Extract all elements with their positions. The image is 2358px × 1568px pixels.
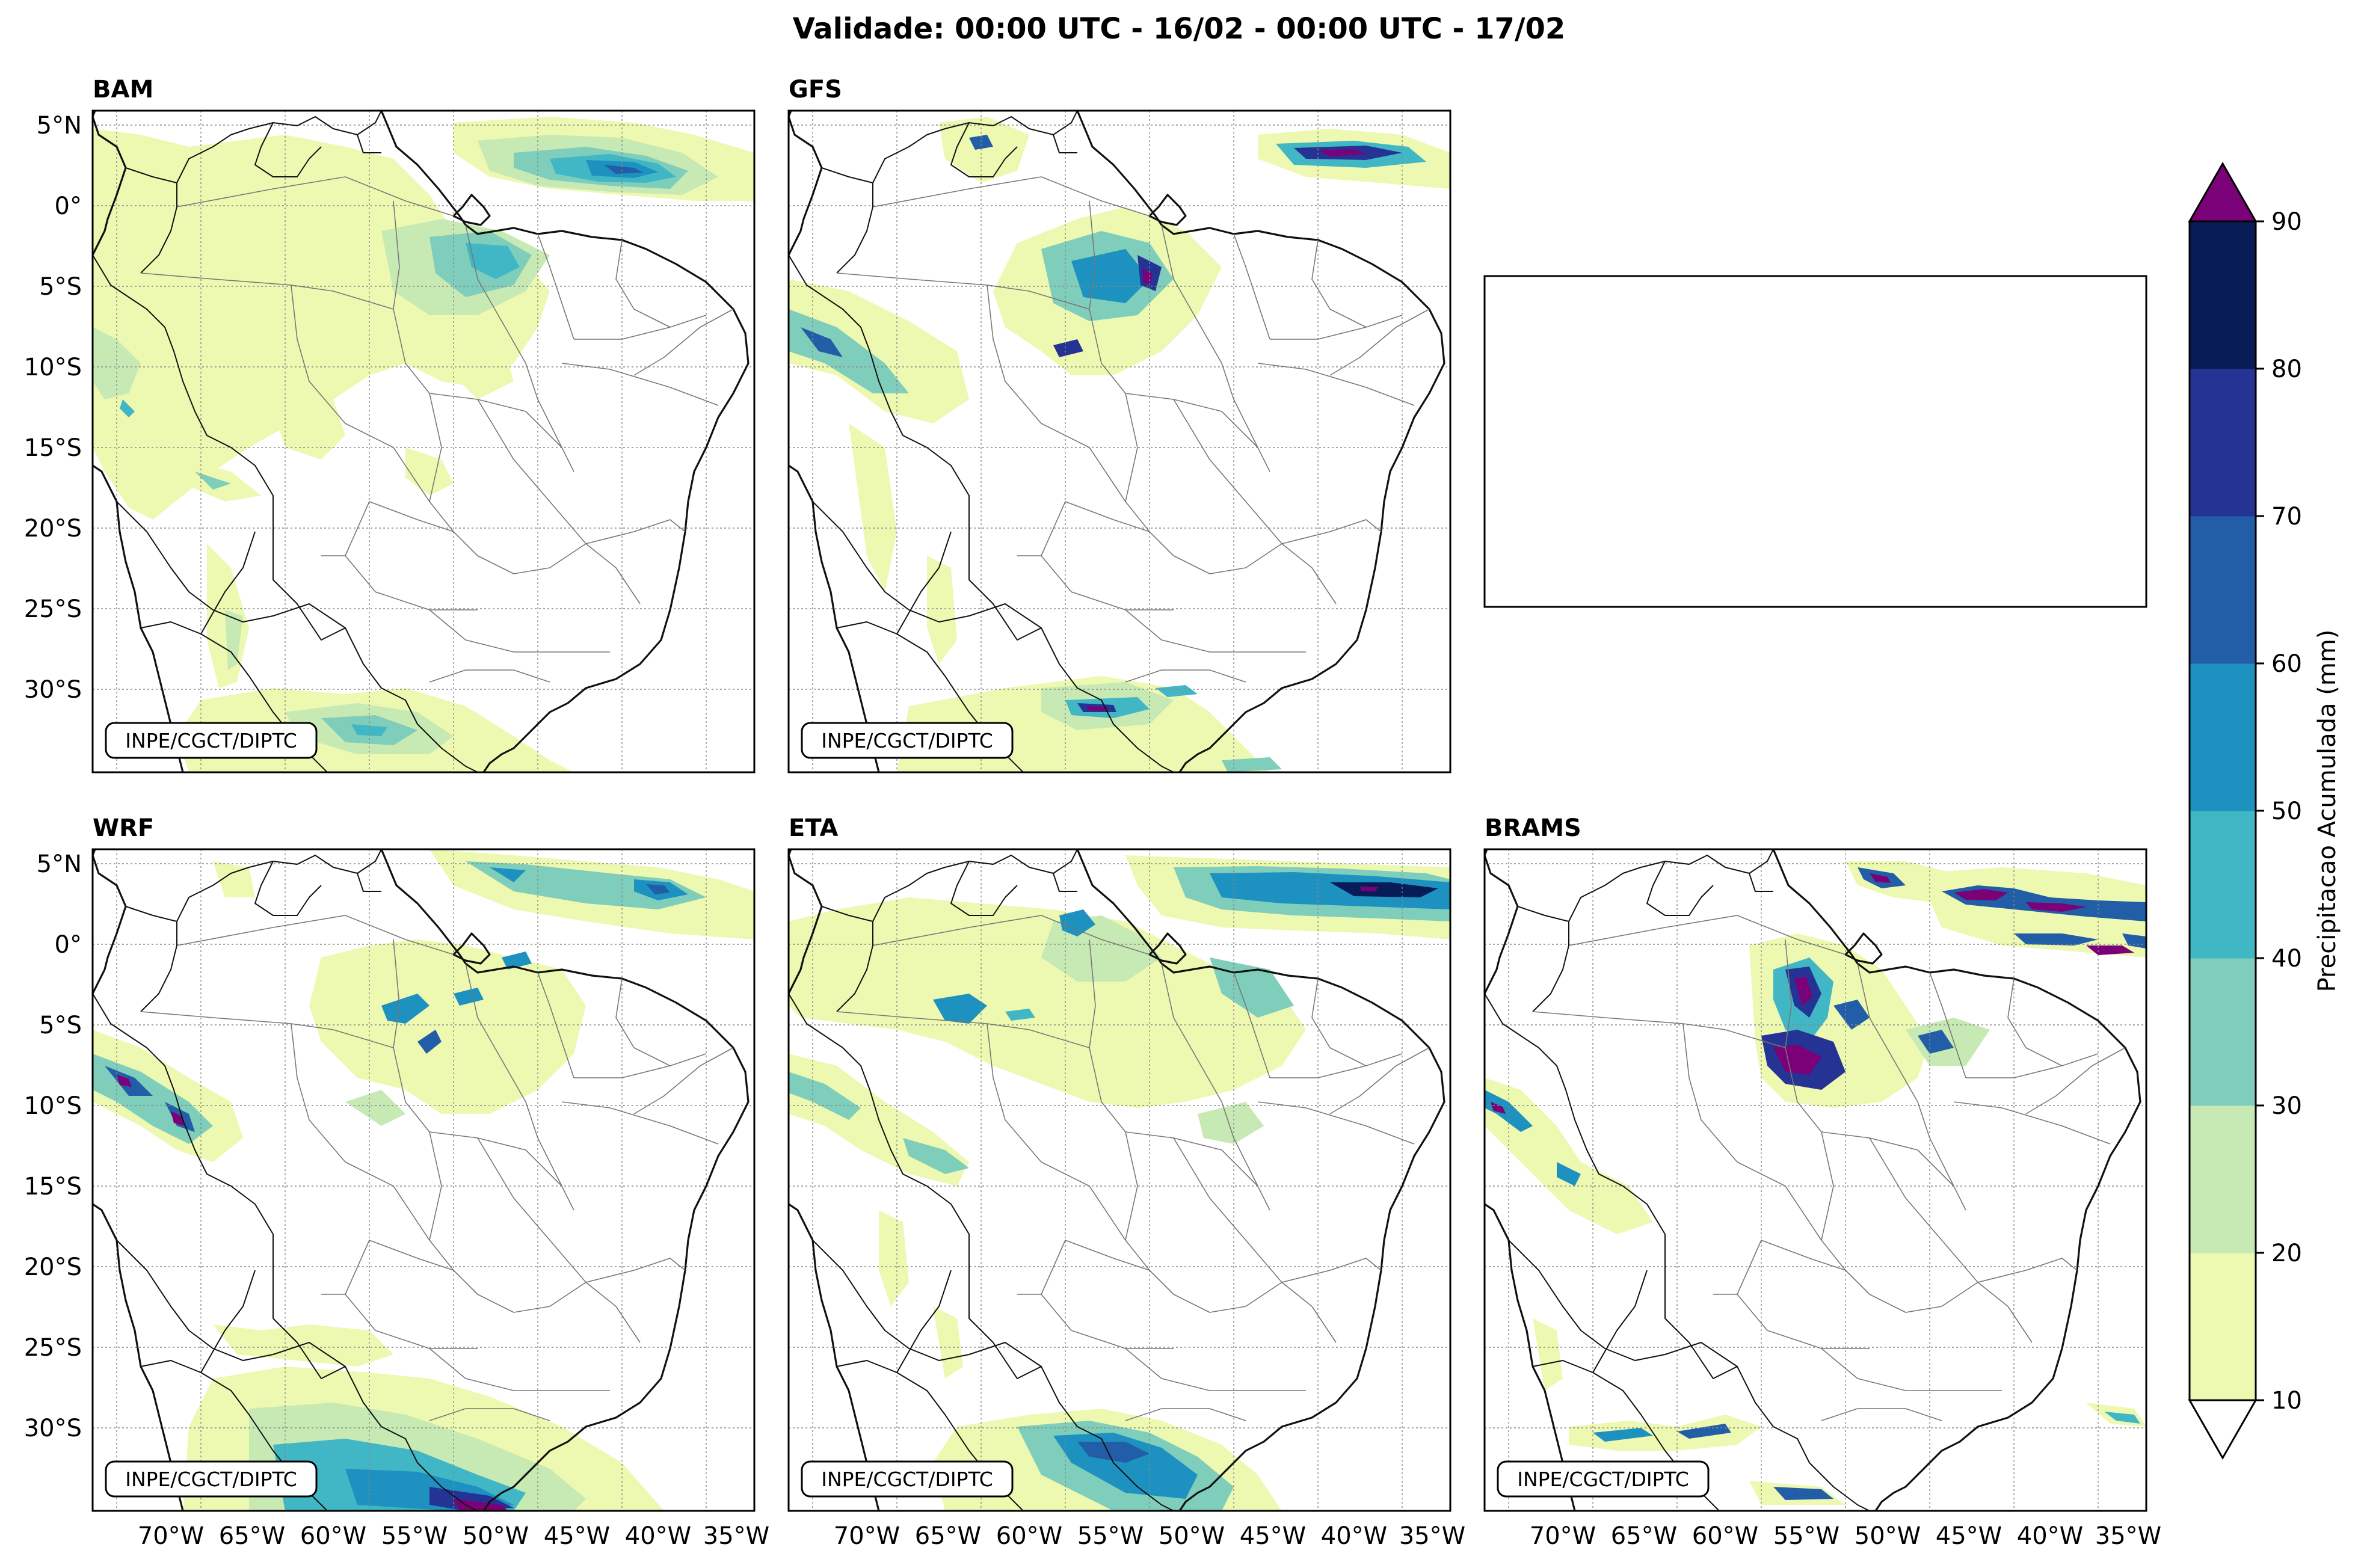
- panel-title-brams: BRAMS: [1485, 814, 1581, 842]
- lat-tick: 5°S: [39, 273, 82, 301]
- lat-tick: 10°S: [24, 1092, 82, 1120]
- colorbar-segments: [2190, 221, 2256, 1401]
- panel-title-bam: BAM: [93, 76, 153, 103]
- colorbar-tick-label: 50: [2271, 798, 2302, 825]
- lon-axis-wrf: 70°W 65°W 60°W 55°W 50°W 45°W 40°W 35°W: [138, 1522, 769, 1550]
- credit-label: INPE/CGCT/DIPTC: [1517, 1468, 1689, 1491]
- colorbar-segment: [2190, 958, 2256, 1106]
- credit-box-gfs: INPE/CGCT/DIPTC: [801, 722, 1014, 759]
- lat-axis-bam: 5°N 0° 5°S 10°S 15°S 20°S 25°S 30°S: [24, 112, 82, 704]
- credit-box-brams: INPE/CGCT/DIPTC: [1497, 1460, 1710, 1498]
- lon-tick: 40°W: [625, 1522, 691, 1550]
- colorbar-segment: [2190, 1253, 2256, 1401]
- lon-tick: 60°W: [996, 1522, 1062, 1550]
- colorbar-segment: [2190, 811, 2256, 959]
- lon-axis-brams: 70°W 65°W 60°W 55°W 50°W 45°W 40°W 35°W: [1530, 1522, 2161, 1550]
- lon-tick: 35°W: [1399, 1522, 1465, 1550]
- lat-tick: 25°S: [24, 1334, 82, 1362]
- lon-tick: 50°W: [1159, 1522, 1225, 1550]
- lat-tick: 0°: [55, 931, 82, 959]
- colorbar-tick-label: 10: [2271, 1387, 2302, 1415]
- lat-tick: 10°S: [24, 354, 82, 381]
- colorbar-ticks: 10 20 30 40 50 60 70 80 90: [2256, 208, 2302, 1415]
- lat-tick: 30°S: [24, 1415, 82, 1442]
- figure-title: Validade: 00:00 UTC - 16/02 - 00:00 UTC …: [793, 12, 1566, 46]
- lon-tick: 45°W: [1936, 1522, 2002, 1550]
- lon-tick: 45°W: [544, 1522, 610, 1550]
- panel-title-eta: ETA: [789, 814, 839, 842]
- map-eta: [789, 849, 1450, 1511]
- lon-tick: 70°W: [1530, 1522, 1596, 1550]
- lon-tick: 50°W: [1855, 1522, 1921, 1550]
- panel-eta: ETA: [787, 814, 1465, 1550]
- map-bam: [93, 111, 754, 772]
- lat-tick: 5°N: [37, 850, 82, 878]
- credit-label: INPE/CGCT/DIPTC: [125, 729, 297, 752]
- lat-tick: 5°N: [37, 112, 82, 140]
- colorbar-segment: [2190, 516, 2256, 664]
- colorbar: 10 20 30 40 50 60 70 80 90 Precipitacao Acumulad…: [2188, 161, 2341, 1460]
- colorbar-tick-label: 60: [2271, 650, 2302, 678]
- credit-label: INPE/CGCT/DIPTC: [821, 1468, 993, 1491]
- lat-axis-wrf: 5°N 0° 5°S 10°S 15°S 20°S 25°S 30°S: [24, 850, 82, 1442]
- colorbar-tick-label: 80: [2271, 355, 2302, 383]
- lon-tick: 70°W: [138, 1522, 204, 1550]
- lon-tick: 55°W: [381, 1522, 448, 1550]
- map-gfs: [789, 111, 1450, 772]
- colorbar-segment: [2190, 221, 2256, 369]
- map-brams: [1485, 849, 2146, 1511]
- lat-tick: 15°S: [24, 434, 82, 462]
- lon-tick: 40°W: [2017, 1522, 2083, 1550]
- panel-bam: BAM: [24, 76, 756, 773]
- lon-tick: 70°W: [834, 1522, 900, 1550]
- lon-tick: 45°W: [1240, 1522, 1306, 1550]
- credit-label: INPE/CGCT/DIPTC: [125, 1468, 297, 1491]
- lon-tick: 40°W: [1321, 1522, 1387, 1550]
- colorbar-segment: [2190, 369, 2256, 517]
- credit-box-eta: INPE/CGCT/DIPTC: [801, 1460, 1014, 1498]
- lon-axis-eta: 70°W 65°W 60°W 55°W 50°W 45°W 40°W 35°W: [834, 1522, 1465, 1550]
- colorbar-tick-label: 30: [2271, 1092, 2302, 1120]
- lon-tick: 60°W: [1692, 1522, 1758, 1550]
- panel-title-wrf: WRF: [93, 814, 154, 842]
- lon-tick: 65°W: [915, 1522, 981, 1550]
- panel-gfs: GFS: [787, 76, 1451, 773]
- credit-label: INPE/CGCT/DIPTC: [821, 729, 993, 752]
- panel-wrf: WRF: [24, 814, 770, 1550]
- lon-tick: 50°W: [463, 1522, 529, 1550]
- lat-tick: 5°S: [39, 1012, 82, 1039]
- credit-box-bam: INPE/CGCT/DIPTC: [105, 722, 318, 759]
- lat-tick: 20°S: [24, 515, 82, 543]
- lon-tick: 65°W: [219, 1522, 285, 1550]
- lat-tick: 15°S: [24, 1173, 82, 1201]
- colorbar-segment: [2190, 1105, 2256, 1253]
- lon-tick: 35°W: [703, 1522, 769, 1550]
- colorbar-tick-label: 40: [2271, 945, 2302, 973]
- lat-tick: 30°S: [24, 676, 82, 704]
- lat-tick: 0°: [55, 192, 82, 220]
- colorbar-tick-label: 90: [2271, 208, 2302, 236]
- empty-map-frame: [1483, 275, 2147, 608]
- panel-brams: BRAMS: [1483, 814, 2161, 1550]
- credit-box-wrf: INPE/CGCT/DIPTC: [105, 1460, 318, 1498]
- colorbar-over-arrow: [2188, 161, 2258, 223]
- lon-tick: 35°W: [2095, 1522, 2161, 1550]
- panel-empty: [1483, 275, 2147, 608]
- colorbar-tick-label: 20: [2271, 1240, 2302, 1267]
- lat-tick: 25°S: [24, 595, 82, 623]
- lon-tick: 60°W: [300, 1522, 366, 1550]
- lon-tick: 55°W: [1773, 1522, 1839, 1550]
- lon-tick: 55°W: [1077, 1522, 1144, 1550]
- colorbar-label: Precipitacao Acumulada (mm): [2313, 630, 2341, 992]
- map-wrf: [93, 849, 754, 1511]
- panel-title-gfs: GFS: [789, 76, 842, 103]
- colorbar-tick-label: 70: [2271, 503, 2302, 530]
- colorbar-segment: [2190, 663, 2256, 811]
- lat-tick: 20°S: [24, 1253, 82, 1281]
- lon-tick: 65°W: [1611, 1522, 1677, 1550]
- colorbar-under-arrow: [2188, 1399, 2258, 1460]
